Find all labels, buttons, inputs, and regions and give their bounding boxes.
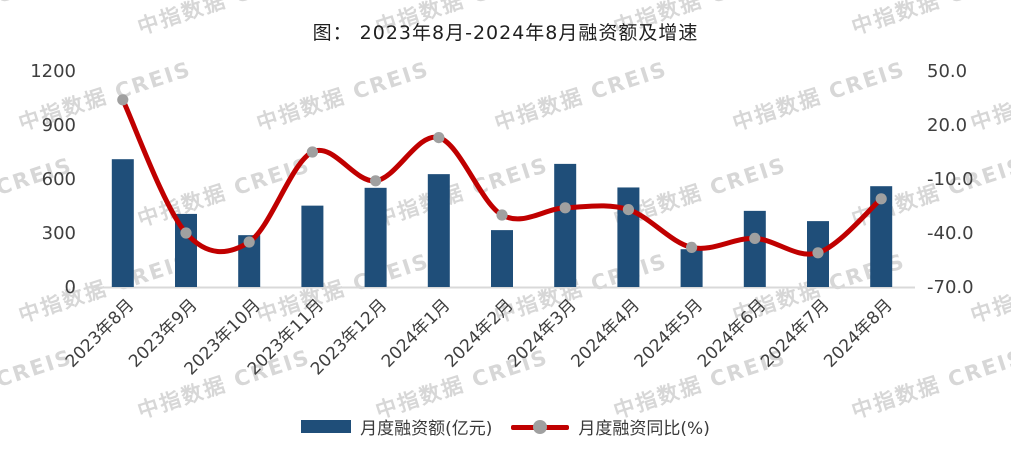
y-axis-right-tick-label: -70.0	[927, 277, 974, 298]
data-point-marker-2024年8月	[875, 193, 887, 205]
legend-bar-swatch	[301, 420, 352, 433]
chart-legend: 月度融资额(亿元) 月度融资同比(%)	[0, 414, 1011, 439]
legend-line-swatch	[511, 419, 570, 435]
y-axis-left-tick-label: 1200	[30, 61, 76, 82]
y-axis-left-tick-label: 900	[42, 115, 76, 136]
data-point-marker-2023年9月	[180, 227, 192, 239]
data-point-marker-2024年3月	[559, 202, 571, 214]
y-axis-left-tick-label: 300	[42, 223, 76, 244]
bar-2023年11月	[301, 205, 324, 287]
data-point-marker-2024年4月	[622, 204, 635, 216]
data-point-marker-2024年5月	[686, 241, 698, 253]
bar-2024年8月	[870, 186, 893, 287]
data-point-marker-2023年11月	[306, 146, 318, 158]
legend-line-marker-icon	[533, 419, 548, 434]
y-axis-left-tick-label: 600	[42, 169, 76, 190]
bar-2024年6月	[743, 210, 766, 287]
data-point-marker-2024年2月	[496, 209, 508, 221]
data-point-marker-2023年12月	[370, 175, 382, 187]
y-axis-right-tick-label: -10.0	[927, 169, 974, 190]
data-point-marker-2024年7月	[812, 247, 824, 259]
bar-2023年12月	[364, 187, 387, 287]
bar-2024年2月	[491, 230, 513, 287]
bar-2024年4月	[617, 187, 640, 287]
bar-2023年10月	[238, 235, 261, 287]
bar-2024年5月	[680, 249, 703, 287]
y-axis-left-tick-label: 0	[65, 277, 76, 298]
y-axis-right-tick-label: 50.0	[927, 61, 967, 82]
y-axis-right-tick-label: 20.0	[927, 115, 967, 136]
data-point-marker-2024年6月	[749, 232, 761, 244]
chart-title: 图： 2023年8月-2024年8月融资额及增速	[312, 22, 699, 44]
data-point-marker-2024年1月	[433, 132, 445, 144]
legend-line-label: 月度融资同比(%)	[578, 419, 710, 439]
bar-2024年1月	[427, 174, 450, 287]
x-axis-tick-label: 2024年8月	[820, 295, 896, 371]
legend-bar-label: 月度融资额(亿元)	[360, 419, 493, 439]
bar-2023年8月	[111, 159, 134, 287]
bar-2024年3月	[554, 163, 577, 287]
y-axis-right-tick-label: -40.0	[927, 223, 974, 244]
data-point-marker-2023年8月	[117, 94, 129, 106]
data-point-marker-2023年10月	[243, 236, 255, 248]
